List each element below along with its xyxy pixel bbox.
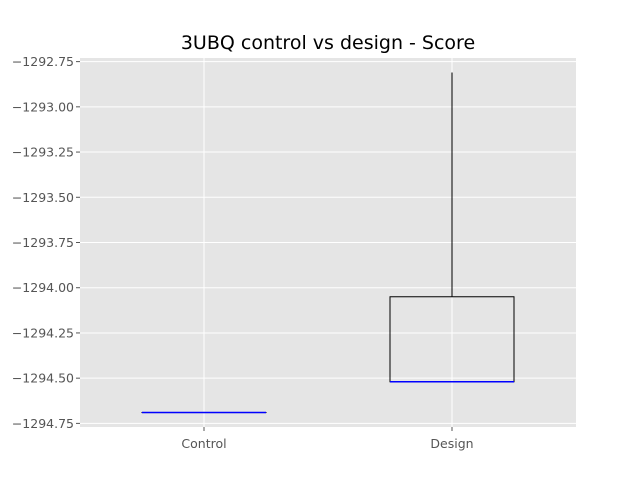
x-axis-ticks: Control Design — [181, 427, 474, 451]
box-design — [389, 72, 515, 383]
x-tick-label: Control — [181, 436, 226, 451]
y-tick-label: −1293.00 — [12, 99, 74, 114]
y-tick-label: −1294.50 — [12, 371, 74, 386]
y-axis-ticks: −1292.75 −1293.00 −1293.25 −1293.50 −1293.75… — [12, 54, 80, 431]
y-tick-label: −1294.25 — [12, 325, 74, 340]
y-tick-label: −1293.25 — [12, 145, 74, 160]
y-tick-label: −1294.75 — [12, 416, 74, 431]
boxes — [141, 72, 515, 414]
y-tick-label: −1292.75 — [12, 54, 74, 69]
y-tick-label: −1293.75 — [12, 235, 74, 250]
y-tick-label: −1293.50 — [12, 190, 74, 205]
y-tick-label: −1294.00 — [12, 280, 74, 295]
chart-title: 3UBQ control vs design - Score — [181, 32, 475, 54]
x-tick-label: Design — [430, 436, 473, 451]
